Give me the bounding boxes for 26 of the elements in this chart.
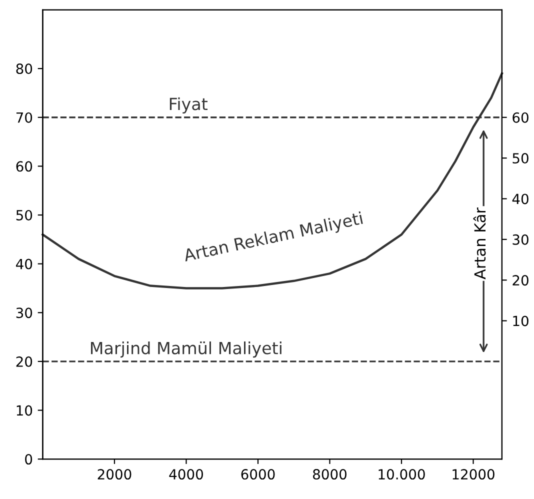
y-tick-label: 80 — [16, 64, 32, 74]
line-series — [42, 72, 504, 290]
y-tick-label: 50 — [16, 210, 32, 220]
ref-line-label: Marjind Mamül Maliyeti — [90, 341, 282, 358]
y-tick-label: 70 — [16, 112, 32, 123]
y2-tick-label: 60 — [512, 112, 528, 123]
x-tick-label: 4000 — [169, 469, 203, 480]
x-tick-label: 10.000 — [378, 469, 425, 480]
x-tick-label: 8000 — [313, 469, 346, 480]
y-tick-label: 30 — [16, 308, 32, 318]
ref-line-label: Fiyat — [170, 97, 208, 114]
x-tick-label: 6000 — [241, 469, 275, 480]
x-tick-label: 2000 — [98, 469, 132, 480]
y-tick-label: 60 — [16, 161, 32, 172]
y2-tick-label: 50 — [512, 153, 528, 164]
y-tick-label: 0 — [25, 454, 32, 465]
text: Artan Reklam Maliyeti — [182, 211, 364, 265]
y2-tick-label: 20 — [512, 275, 528, 286]
x-tick-label: 12000 — [452, 469, 494, 480]
y2-tick-label: 10 — [513, 316, 528, 326]
y-tick-label: 20 — [16, 356, 32, 367]
y-tick-label: 10 — [16, 405, 32, 416]
annotation: Artan Kâr — [473, 208, 486, 280]
y2-tick-label: 40 — [512, 194, 528, 204]
y2-tick-label: 30 — [512, 234, 528, 245]
y-tick-label: 40 — [16, 258, 32, 270]
